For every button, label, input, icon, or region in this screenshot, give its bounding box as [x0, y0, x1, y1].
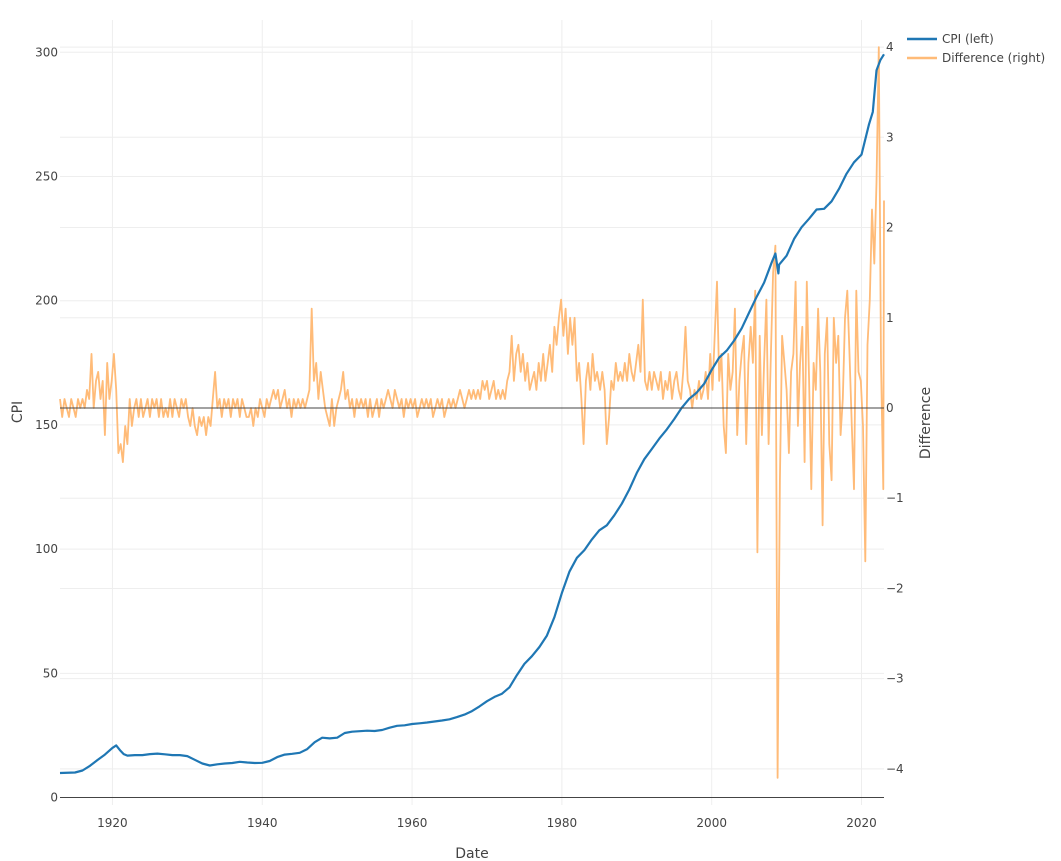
grid-layer	[60, 20, 884, 805]
legend-label-difference[interactable]: Difference (right)	[942, 51, 1045, 65]
y-left-tick-label-150: 150	[35, 418, 58, 432]
y-left-axis-title: CPI	[10, 401, 26, 423]
y-left-tick-label-0: 0	[50, 791, 58, 805]
y-left-tick-label-50: 50	[43, 666, 58, 680]
y-right-tick-label--1: −1	[886, 491, 904, 505]
y-right-tick-label--3: −3	[886, 672, 904, 686]
series-line-difference	[59, 46, 885, 779]
y-right-tick-label-0: 0	[886, 401, 894, 415]
x-axis-title: Date	[455, 846, 488, 861]
y-right-tick-label-2: 2	[886, 221, 894, 235]
legend: CPI (left) Difference (right)	[907, 32, 1045, 65]
y-right-tick-label-1: 1	[886, 311, 894, 325]
y-right-tick-label-3: 3	[886, 130, 894, 144]
axis-layer: 1920 1940 1960 1980 2000 2020 0 50 100 150 200 250 3…	[35, 40, 904, 830]
x-tick-label-2000: 2000	[696, 816, 727, 830]
y-right-axis-title: Difference	[918, 387, 934, 459]
y-right-tick-label-4: 4	[886, 40, 894, 54]
y-right-tick-label--4: −4	[886, 762, 904, 776]
y-left-tick-label-100: 100	[35, 542, 58, 556]
y-left-tick-label-300: 300	[35, 45, 58, 59]
x-tick-label-1980: 1980	[547, 816, 578, 830]
x-tick-label-1920: 1920	[97, 816, 128, 830]
x-tick-label-2020: 2020	[846, 816, 877, 830]
y-left-tick-label-200: 200	[35, 294, 58, 308]
y-right-tick-label--2: −2	[886, 581, 904, 595]
legend-label-cpi[interactable]: CPI (left)	[942, 32, 994, 46]
series-layer	[59, 46, 885, 779]
series-line-cpi	[59, 53, 885, 775]
x-tick-label-1960: 1960	[397, 816, 428, 830]
y-left-tick-label-250: 250	[35, 170, 58, 184]
x-tick-label-1940: 1940	[247, 816, 278, 830]
